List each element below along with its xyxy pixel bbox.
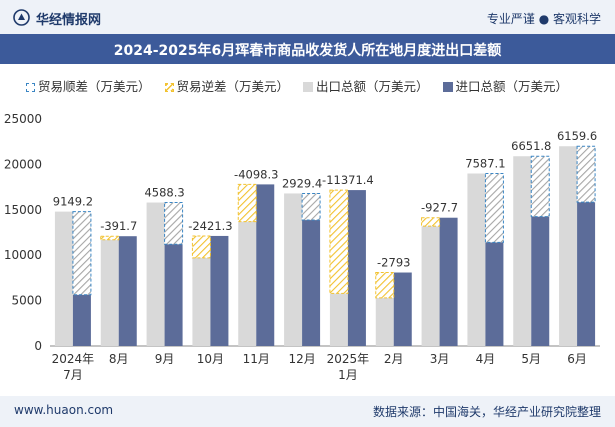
export-bar xyxy=(146,202,165,346)
chart-legend: 贸易顺差（万美元） 贸易逆差（万美元） 出口总额（万美元） 进口总额（万美元） xyxy=(26,76,578,95)
balance-data-label: 9149.2 xyxy=(53,195,93,209)
legend-label: 出口总额（万美元） xyxy=(316,79,429,94)
title-bar xyxy=(0,34,615,64)
huajing-logo-icon xyxy=(13,9,30,26)
surplus-swatch-icon xyxy=(26,83,35,92)
y-tick-label: 15000 xyxy=(4,203,42,217)
x-tick-label: 8月 xyxy=(109,352,129,366)
x-tick-label: 6月 xyxy=(567,352,587,366)
deficit-bar xyxy=(237,183,257,223)
surplus-bar xyxy=(530,155,550,218)
x-tick-label: 10月 xyxy=(197,352,224,366)
x-tick-label: 4月 xyxy=(476,352,496,366)
balance-data-label: 6159.6 xyxy=(557,129,597,143)
y-tick-label: 5000 xyxy=(11,294,42,308)
chart-title: 2024-2025年6月珲春市商品收发货人所在地月度进出口差额 xyxy=(113,43,502,59)
footer-website: www.huaon.com xyxy=(14,403,114,417)
import-swatch-icon xyxy=(442,82,453,92)
import-bar xyxy=(393,272,412,346)
balance-data-label: 6651.8 xyxy=(511,139,551,153)
export-bar xyxy=(467,173,486,346)
export-bar xyxy=(329,293,348,346)
export-bar xyxy=(559,146,578,346)
y-tick-label: 0 xyxy=(34,339,42,353)
balance-data-label: -2421.3 xyxy=(188,219,232,233)
deficit-bar xyxy=(375,272,395,299)
export-bar xyxy=(238,221,257,346)
import-bar xyxy=(72,294,91,346)
deficit-swatch-icon xyxy=(164,83,174,92)
x-tick-label: 2月 xyxy=(384,352,404,366)
chart-plot: 0 5000 10000 15000 20000 25000 9149.2 2024年 7月 -… xyxy=(4,112,600,382)
import-bar xyxy=(347,190,366,346)
surplus-bar xyxy=(301,192,321,221)
x-tick-label: 2025年 1月 xyxy=(327,352,370,382)
export-bar xyxy=(54,211,73,346)
surplus-bar xyxy=(72,211,92,296)
header-bar xyxy=(0,0,615,34)
y-tick-label: 20000 xyxy=(4,157,42,171)
export-bar xyxy=(100,239,119,346)
import-bar xyxy=(531,216,550,346)
x-tick-label: 3月 xyxy=(430,352,450,366)
balance-data-label: 7587.1 xyxy=(465,156,505,170)
x-tick-label: 5月 xyxy=(521,352,541,366)
footer-bar xyxy=(0,396,615,427)
footer-source: 数据来源：中国海关，华经产业研究院整理 xyxy=(372,405,601,419)
import-bar xyxy=(577,202,596,346)
deficit-bar xyxy=(191,235,211,259)
deficit-bar xyxy=(421,217,441,227)
balance-data-label: 2929.4 xyxy=(282,176,322,190)
legend-item-import: 进口总额（万美元） xyxy=(442,76,569,95)
site-name: 华经情报网 xyxy=(36,13,102,28)
legend-item-export: 出口总额（万美元） xyxy=(303,76,429,95)
balance-data-label: -2793 xyxy=(377,256,410,270)
legend-label: 进口总额（万美元） xyxy=(455,79,569,94)
import-bar xyxy=(210,235,229,346)
surplus-bar xyxy=(484,172,504,243)
import-bar xyxy=(439,217,458,346)
y-tick-label: 10000 xyxy=(4,248,42,262)
balance-data-label: -11371.4 xyxy=(322,173,374,187)
balance-data-label: -4098.3 xyxy=(234,167,278,181)
legend-label: 贸易顺差（万美元） xyxy=(38,79,151,94)
export-bar xyxy=(375,297,394,346)
import-bar xyxy=(164,244,183,346)
balance-data-label: 4588.3 xyxy=(144,186,184,200)
import-bar xyxy=(118,236,137,346)
import-bar xyxy=(485,242,504,346)
x-tick-label: 11月 xyxy=(243,352,270,366)
export-bar xyxy=(421,226,440,346)
balance-data-label: -927.7 xyxy=(421,201,458,215)
x-tick-label: 12月 xyxy=(288,352,315,366)
import-bar xyxy=(302,220,321,346)
export-bar xyxy=(284,193,303,346)
deficit-bar xyxy=(329,189,349,294)
surplus-bar xyxy=(576,145,596,203)
slogan: 专业严谨 ● 客观科学 xyxy=(486,12,601,26)
legend-item-surplus: 贸易顺差（万美元） xyxy=(26,76,151,95)
legend-label: 贸易逆差（万美元） xyxy=(176,79,290,94)
surplus-bar xyxy=(164,202,184,245)
x-tick-label: 9月 xyxy=(155,352,175,366)
deficit-bar xyxy=(100,235,120,241)
export-bar xyxy=(192,257,211,346)
export-swatch-icon xyxy=(303,82,313,92)
x-tick-label: 2024年 7月 xyxy=(52,352,95,382)
legend-item-deficit: 贸易逆差（万美元） xyxy=(164,76,290,95)
balance-data-label: -391.7 xyxy=(100,219,137,233)
export-bar xyxy=(513,156,532,346)
y-tick-label: 25000 xyxy=(4,112,42,126)
import-bar xyxy=(256,184,275,346)
